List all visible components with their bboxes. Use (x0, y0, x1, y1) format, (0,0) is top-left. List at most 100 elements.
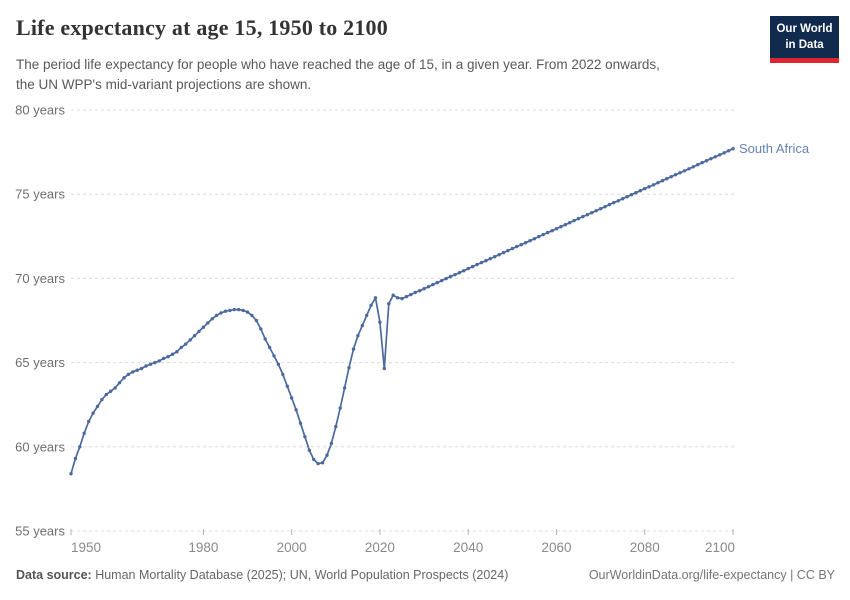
data-point (563, 223, 567, 227)
x-axis-tick-label: 2080 (630, 540, 660, 555)
data-point (245, 310, 250, 314)
data-point (621, 197, 625, 201)
x-axis-tick-label: 1950 (71, 540, 101, 555)
data-point (607, 202, 612, 207)
data-point (188, 338, 192, 342)
data-point (528, 239, 532, 243)
data-point (594, 209, 598, 213)
data-point (254, 318, 259, 323)
data-point (682, 169, 687, 173)
data-point (153, 360, 157, 365)
owid-url-license[interactable]: OurWorldinData.org/life-expectancy | CC … (588, 568, 835, 582)
data-point (334, 424, 338, 429)
data-point (687, 167, 691, 171)
owid-logo-line-2: in Data (785, 38, 824, 51)
data-point (669, 175, 673, 179)
data-point (585, 213, 590, 217)
data-point (338, 406, 342, 410)
data-point (329, 441, 334, 446)
data-point (656, 181, 660, 185)
data-point (73, 456, 78, 461)
data-point (519, 243, 523, 247)
data-point (351, 347, 356, 351)
data-point (537, 234, 541, 239)
chart-subtitle-line-1: The period life expectancy for people wh… (16, 57, 660, 72)
data-point (104, 392, 109, 397)
data-point (219, 311, 223, 315)
y-axis-tick-label: 60 years (15, 439, 65, 454)
data-point (179, 345, 183, 350)
data-point (726, 149, 731, 153)
data-point (603, 205, 607, 209)
data-point (369, 303, 373, 307)
data-point (135, 368, 139, 372)
data-point (232, 307, 236, 312)
data-point (413, 290, 417, 295)
data-point (241, 308, 245, 313)
data-point (250, 313, 254, 318)
data-point (590, 211, 594, 215)
data-point (109, 389, 113, 393)
data-point (418, 289, 422, 293)
data-point (157, 359, 161, 363)
chart-subtitle: The period life expectancy for people wh… (16, 55, 660, 95)
data-point (541, 232, 545, 237)
series-label-south-africa[interactable]: South Africa (739, 141, 810, 156)
data-point (307, 448, 311, 452)
data-point (263, 337, 267, 341)
x-axis-tick-label: 2100 (705, 540, 735, 555)
data-point (117, 381, 122, 385)
data-point (100, 397, 104, 402)
data-point (426, 285, 431, 289)
y-axis-tick-label: 80 years (15, 103, 65, 118)
data-point (78, 445, 82, 449)
data-point (290, 396, 294, 400)
data-point (506, 248, 510, 253)
data-point (691, 165, 695, 169)
data-point (166, 355, 170, 359)
data-point (391, 293, 395, 297)
data-point (378, 320, 382, 324)
data-point (462, 269, 466, 273)
data-point (210, 317, 214, 321)
data-point (616, 199, 620, 203)
data-point (267, 345, 272, 350)
chart-title: Life expectancy at age 15, 1950 to 2100 (16, 15, 388, 40)
data-point (356, 334, 360, 338)
data-point (237, 307, 241, 312)
data-point (303, 435, 307, 439)
data-point (162, 356, 166, 361)
data-point (497, 253, 501, 257)
data-point (404, 294, 409, 299)
data-point (201, 325, 206, 329)
data-point (360, 323, 364, 328)
data-point (643, 186, 647, 191)
data-point (545, 230, 550, 235)
x-axis-tick-label: 2060 (541, 540, 571, 555)
data-point (510, 246, 514, 251)
data-point (122, 376, 126, 380)
data-point (276, 362, 281, 366)
data-point (678, 171, 682, 175)
data-point (718, 153, 722, 157)
y-axis-tick-label: 75 years (15, 187, 65, 202)
data-point (316, 461, 320, 466)
data-point (638, 189, 642, 193)
data-point (673, 173, 678, 177)
data-point (457, 271, 462, 275)
data-point (422, 287, 426, 291)
owid-logo[interactable]: Our World in Data (770, 16, 839, 64)
data-point (470, 264, 475, 269)
y-axis-tick-label: 65 years (15, 355, 65, 370)
data-point (228, 308, 232, 313)
data-point (612, 200, 616, 205)
data-point (493, 255, 497, 259)
data-point (170, 352, 175, 356)
data-point (559, 225, 563, 229)
y-axis-tick-label: 55 years (15, 524, 65, 539)
data-point (342, 386, 347, 390)
data-point (144, 364, 148, 368)
data-point (82, 431, 86, 435)
